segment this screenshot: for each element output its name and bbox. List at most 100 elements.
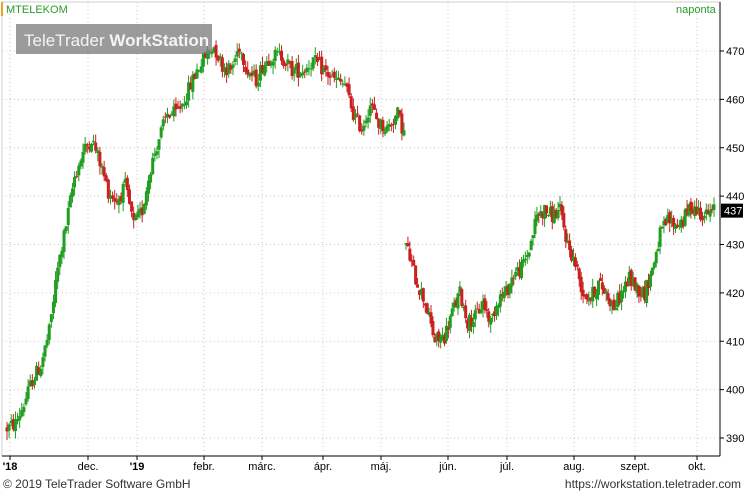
candle-body (400, 113, 404, 134)
candle-body (456, 293, 460, 309)
candle-body (500, 293, 504, 296)
candle-body (681, 220, 685, 227)
candle-body (119, 196, 123, 201)
candle-body (385, 125, 389, 132)
candle-body (263, 65, 267, 76)
candle-body (290, 60, 294, 77)
candle-body (178, 106, 182, 109)
candle-body (491, 313, 495, 316)
candle-body (267, 60, 271, 66)
candle-body (493, 311, 497, 317)
candle-body (248, 73, 252, 77)
candle-body (469, 317, 473, 327)
candle-body (286, 59, 290, 65)
candle-body (275, 51, 279, 53)
y-tick-label: 460 (726, 94, 744, 106)
candle-body (581, 289, 585, 297)
candle-body (45, 339, 49, 346)
candle-body (593, 286, 597, 297)
candle-body (322, 67, 326, 73)
candle-body (269, 63, 273, 66)
candle-body (575, 264, 579, 267)
candle-body (539, 211, 543, 216)
candle-body (111, 195, 115, 199)
candle-body (625, 281, 629, 287)
candle-body (504, 286, 508, 293)
candle-body (697, 207, 701, 213)
candle-body (16, 419, 20, 422)
candle-body (585, 294, 589, 300)
candle-body (159, 127, 163, 138)
watermark-box (16, 24, 212, 54)
candle-body (535, 214, 539, 222)
candle-body (650, 267, 654, 275)
candle-body (172, 106, 176, 117)
copyright: © 2019 TeleTrader Software GmbH (3, 477, 191, 491)
interval-label: naponta (676, 4, 717, 16)
y-tick-label: 390 (726, 433, 744, 445)
candle-body (102, 167, 106, 177)
candle-body (370, 103, 374, 106)
x-tick-label: márc. (248, 461, 276, 473)
candle-body (193, 73, 197, 79)
candle-body (446, 327, 450, 330)
candle-body (326, 71, 330, 77)
candle-body (550, 206, 554, 222)
candle-body (597, 280, 600, 295)
candle-body (664, 219, 668, 225)
candle-body (620, 290, 624, 302)
candle-body (450, 308, 454, 317)
axis-layer: 390 400 410 420 430 440 450 460 470 '18 dec. '19 feb… (2, 2, 744, 473)
candle-body (672, 217, 676, 227)
candle-body (79, 160, 83, 167)
candle-body (174, 103, 178, 110)
candle-body (106, 179, 110, 199)
candle-body (142, 204, 146, 214)
candle-body (483, 298, 487, 311)
candle-body (35, 365, 39, 381)
candle-body (435, 334, 439, 342)
candles-layer (5, 40, 716, 441)
candle-body (144, 191, 148, 206)
candle-body (485, 309, 489, 311)
candle-body (525, 255, 529, 258)
candle-body (197, 70, 201, 72)
candle-body (460, 289, 464, 307)
candle-body (43, 345, 47, 357)
candle-body (421, 288, 425, 302)
y-tick-label: 430 (726, 240, 744, 252)
y-tick-label: 420 (726, 288, 744, 300)
candle-body (437, 331, 441, 341)
candle-body (589, 297, 593, 300)
candle-body (602, 287, 606, 294)
candle-body (383, 131, 387, 134)
candle-body (391, 123, 395, 125)
candle-body (136, 211, 140, 218)
candle-body (180, 103, 184, 107)
candle-body (666, 214, 670, 223)
candle-body (552, 209, 556, 224)
candle-body (94, 142, 98, 151)
candle-body (368, 105, 372, 116)
candle-body (294, 64, 298, 70)
watermark-bold: WorkStation (109, 31, 209, 50)
symbol-marker (1, 2, 3, 16)
candle-body (313, 55, 317, 58)
candle-body (527, 252, 531, 257)
candle-body (454, 300, 458, 306)
candle-body (693, 206, 697, 217)
candle-body (583, 295, 587, 297)
candle-body (431, 320, 435, 336)
candle-body (362, 125, 366, 131)
candle-body (675, 224, 679, 228)
candle-body (514, 271, 518, 277)
candle-body (406, 243, 410, 246)
candle-body (229, 65, 233, 70)
candle-body (115, 200, 119, 203)
source-url[interactable]: https://workstation.teletrader.com (564, 477, 741, 491)
candle-body (408, 248, 412, 261)
candle-body (87, 146, 91, 150)
candle-body (637, 285, 641, 297)
candle-body (237, 48, 241, 52)
candle-body (9, 420, 13, 424)
